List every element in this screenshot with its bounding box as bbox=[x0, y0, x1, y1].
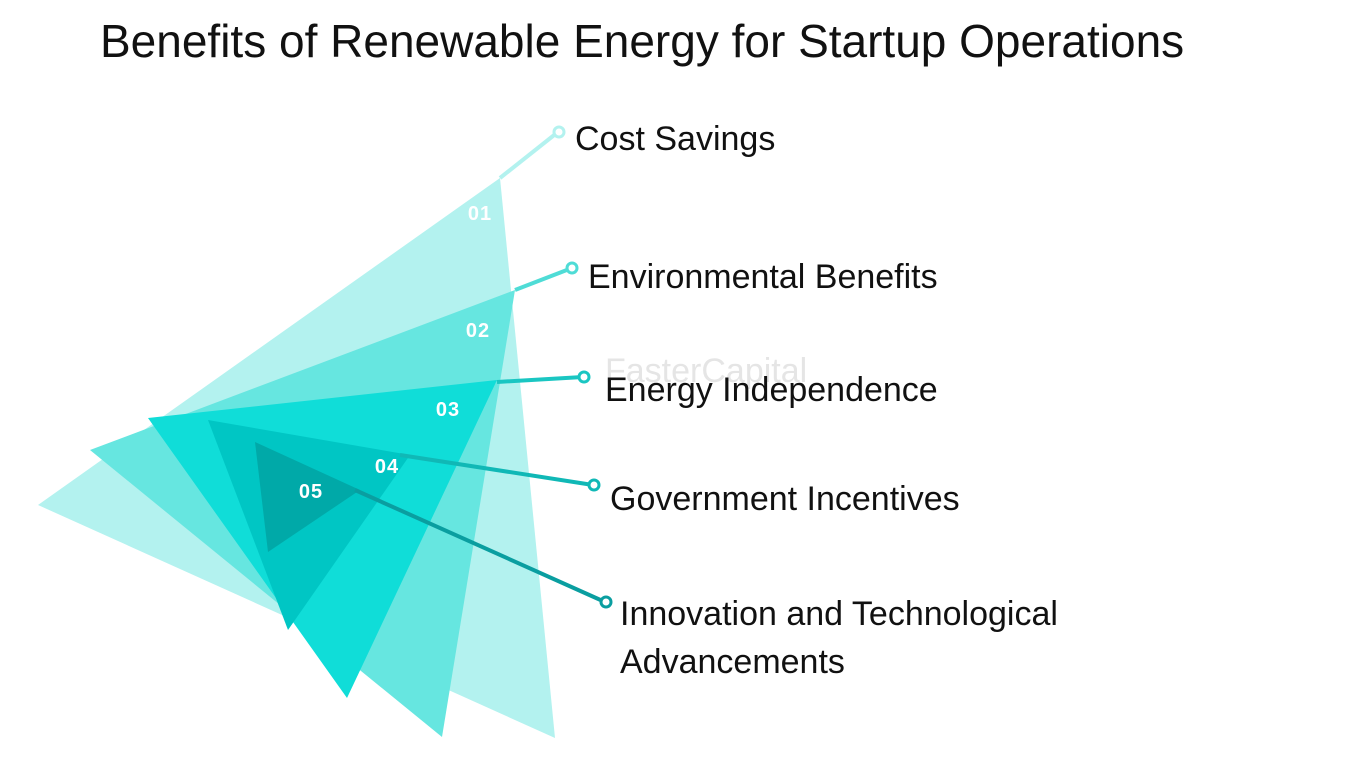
step-number: 02 bbox=[466, 320, 490, 342]
triangle-4 bbox=[208, 420, 410, 630]
watermark: FasterCapital bbox=[605, 352, 808, 390]
item-label: Government Incentives bbox=[610, 480, 960, 518]
connector bbox=[399, 453, 594, 487]
triangle-5 bbox=[255, 442, 360, 552]
item-label: Innovation and Technological Advancement… bbox=[620, 595, 1058, 681]
step-number: 04 bbox=[375, 456, 399, 478]
step-number: 05 bbox=[299, 481, 323, 503]
item-label: Energy Independence bbox=[605, 371, 938, 409]
dot bbox=[577, 370, 591, 384]
title: Benefits of Renewable Energy for Startup… bbox=[100, 15, 1185, 67]
connector bbox=[514, 266, 573, 292]
item-label: Cost Savings bbox=[575, 120, 776, 158]
step-number: 01 bbox=[468, 203, 492, 225]
dot bbox=[565, 261, 579, 275]
connector bbox=[354, 488, 606, 604]
dot bbox=[599, 595, 613, 609]
connector bbox=[498, 130, 560, 180]
connector bbox=[496, 375, 584, 384]
item-label: Environmental Benefits bbox=[588, 258, 938, 296]
dot bbox=[587, 478, 601, 492]
step-number: 03 bbox=[436, 399, 460, 421]
dot bbox=[552, 125, 566, 139]
